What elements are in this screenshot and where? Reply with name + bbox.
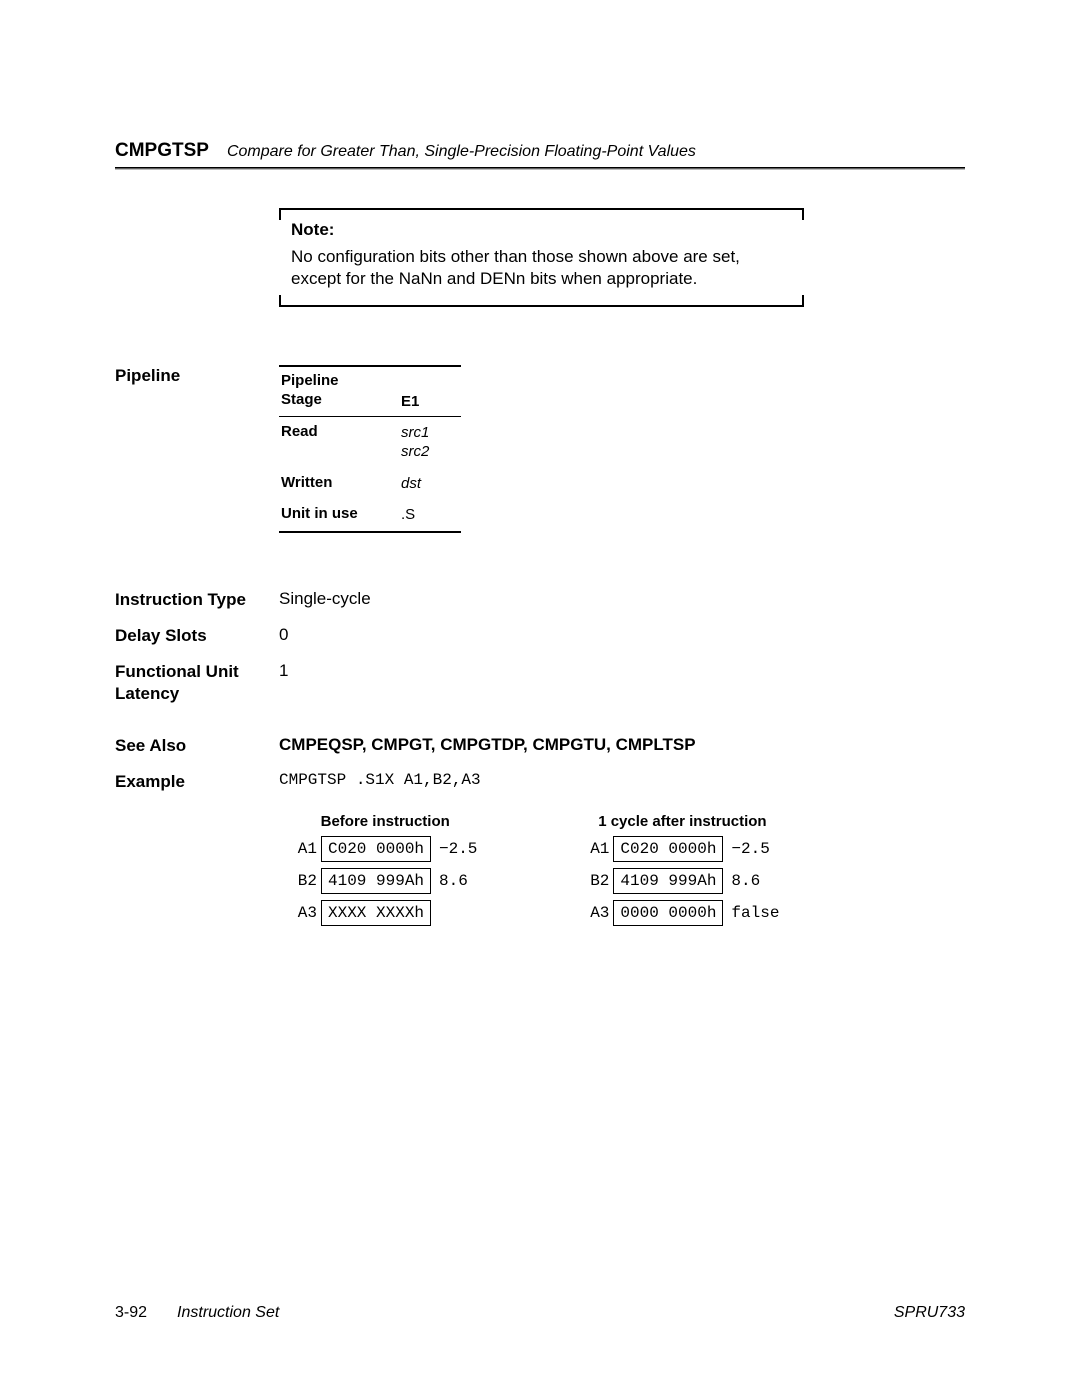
pipeline-row-val: src1 bbox=[401, 424, 429, 441]
pipeline-row-val: src2 bbox=[401, 443, 429, 460]
reg-val: −2.5 bbox=[723, 840, 769, 858]
pipeline-label: Pipeline bbox=[115, 365, 279, 533]
example-code: CMPGTSP .S1X A1,B2,A3 bbox=[279, 771, 481, 793]
reg-hex: C020 0000h bbox=[613, 836, 723, 862]
pipeline-row-label: Read bbox=[281, 423, 401, 462]
page-footer: 3-92 Instruction Set SPRU733 bbox=[115, 1304, 965, 1322]
after-title: 1 cycle after instruction bbox=[585, 813, 779, 830]
table-row: B2 4109 999Ah 8.6 bbox=[293, 868, 477, 894]
reg-hex: C020 0000h bbox=[321, 836, 431, 862]
table-row: A3 XXXX XXXXh bbox=[293, 900, 477, 926]
reg-val: 8.6 bbox=[723, 872, 760, 890]
footer-docid: SPRU733 bbox=[894, 1304, 965, 1322]
before-column: Before instruction A1 C020 0000h −2.5 B2… bbox=[293, 813, 477, 932]
pipeline-row-label: Written bbox=[281, 474, 401, 494]
reg-label: B2 bbox=[585, 872, 613, 890]
instruction-type-value: Single-cycle bbox=[279, 589, 371, 611]
fu-latency-label: Functional Unit Latency bbox=[115, 661, 279, 705]
footer-section: Instruction Set bbox=[177, 1304, 279, 1322]
table-row: B2 4109 999Ah 8.6 bbox=[585, 868, 779, 894]
pipeline-table: Pipeline Stage E1 Read src1 src2 Writte bbox=[279, 365, 461, 533]
reg-hex: 0000 0000h bbox=[613, 900, 723, 926]
reg-hex: XXXX XXXXh bbox=[321, 900, 431, 926]
reg-label: A1 bbox=[585, 840, 613, 858]
pipeline-head-c2: E1 bbox=[401, 371, 419, 410]
reg-label: B2 bbox=[293, 872, 321, 890]
pipeline-head-l1: Pipeline bbox=[281, 372, 339, 389]
reg-label: A3 bbox=[585, 904, 613, 922]
after-column: 1 cycle after instruction A1 C020 0000h … bbox=[585, 813, 779, 932]
before-title: Before instruction bbox=[293, 813, 477, 830]
note-title: Note: bbox=[291, 220, 792, 240]
header-description: Compare for Greater Than, Single-Precisi… bbox=[227, 143, 696, 161]
reg-hex: 4109 999Ah bbox=[321, 868, 431, 894]
table-row: A1 C020 0000h −2.5 bbox=[585, 836, 779, 862]
reg-label: A1 bbox=[293, 840, 321, 858]
delay-slots-label: Delay Slots bbox=[115, 625, 279, 647]
reg-val: −2.5 bbox=[431, 840, 477, 858]
delay-slots-value: 0 bbox=[279, 625, 288, 647]
reg-val: 8.6 bbox=[431, 872, 468, 890]
reg-label: A3 bbox=[293, 904, 321, 922]
table-row: A3 0000 0000h false bbox=[585, 900, 779, 926]
reg-hex: 4109 999Ah bbox=[613, 868, 723, 894]
header-mnemonic: CMPGTSP bbox=[115, 140, 209, 162]
pipeline-head-l2: Stage bbox=[281, 391, 322, 408]
pipeline-row-val: dst bbox=[401, 474, 421, 494]
footer-page-number: 3-92 bbox=[115, 1304, 147, 1322]
note-box: Note: No configuration bits other than t… bbox=[279, 208, 804, 307]
see-also-label: See Also bbox=[115, 735, 279, 757]
pipeline-row-label: Unit in use bbox=[281, 505, 401, 525]
example-label: Example bbox=[115, 771, 279, 793]
instruction-type-label: Instruction Type bbox=[115, 589, 279, 611]
reg-val: false bbox=[723, 904, 779, 922]
fu-latency-value: 1 bbox=[279, 661, 288, 705]
table-row: A1 C020 0000h −2.5 bbox=[293, 836, 477, 862]
note-text: No configuration bits other than those s… bbox=[291, 246, 792, 291]
see-also-value: CMPEQSP, CMPGT, CMPGTDP, CMPGTU, CMPLTSP bbox=[279, 735, 696, 757]
pipeline-row-val: .S bbox=[401, 505, 415, 525]
header-rule bbox=[115, 167, 965, 170]
